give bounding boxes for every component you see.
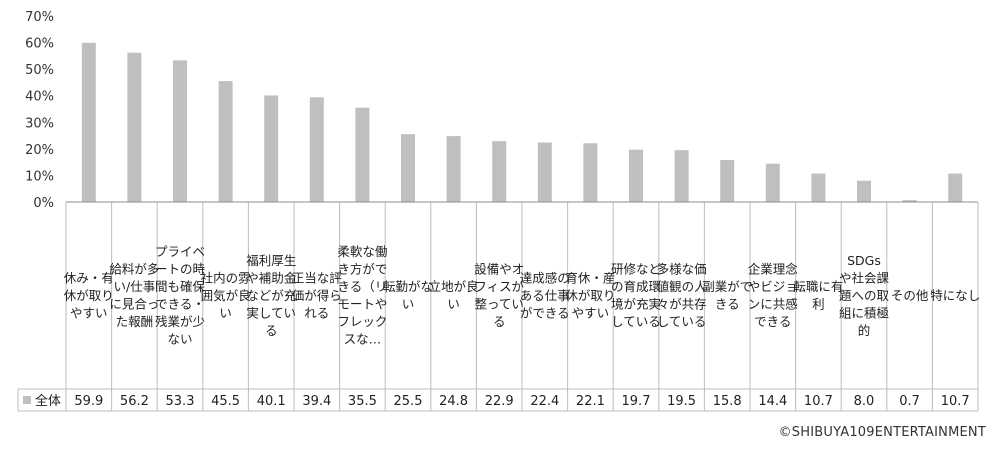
data-label: 10.7 <box>804 394 833 409</box>
data-label: 8.0 <box>854 394 875 409</box>
bar <box>857 180 871 202</box>
bar <box>720 160 735 202</box>
data-label: 15.8 <box>713 394 742 409</box>
data-label: 10.7 <box>941 394 970 409</box>
data-label: 24.8 <box>439 394 468 409</box>
y-tick-label: 50% <box>25 63 54 78</box>
data-label: 19.7 <box>622 394 651 409</box>
y-tick-label: 0% <box>33 196 54 211</box>
category-label: その他 <box>891 288 929 303</box>
data-label: 25.5 <box>394 394 423 409</box>
data-label: 35.5 <box>348 394 377 409</box>
bar <box>583 143 598 202</box>
category-label: 企業理念やビジョンに共感できる <box>748 262 799 330</box>
category-label: 多様な価値観の人々が共存している <box>657 262 708 330</box>
bar <box>127 52 142 202</box>
y-tick-label: 60% <box>25 37 54 52</box>
category-label: 休み・有休が取りやすい <box>64 270 114 320</box>
data-label: 0.7 <box>899 394 920 409</box>
category-label: 社内の雰囲気が良い <box>201 270 252 320</box>
y-tick-label: 20% <box>25 143 54 158</box>
bar <box>492 141 507 202</box>
category-label: 転勤がない <box>383 279 433 312</box>
bar <box>674 150 689 202</box>
y-tick-label: 30% <box>25 116 54 131</box>
data-label: 40.1 <box>257 394 286 409</box>
category-label: 正当な評価が得られる <box>292 270 343 320</box>
bar <box>948 173 963 202</box>
category-label: 転職に有利 <box>793 279 843 312</box>
y-tick-label: 40% <box>25 90 54 105</box>
data-label: 22.4 <box>530 394 559 409</box>
data-label: 19.5 <box>667 394 696 409</box>
data-label: 14.4 <box>758 394 787 409</box>
bar <box>173 60 187 203</box>
data-label: 22.9 <box>485 394 514 409</box>
category-label: プライベートの時間も確保できる・残業が少ない <box>155 244 206 347</box>
category-label: 達成感のある仕事ができる <box>520 270 570 320</box>
data-label: 22.1 <box>576 394 605 409</box>
category-label: 立地が良い <box>429 279 479 312</box>
bar <box>218 81 233 202</box>
y-tick-label: 10% <box>25 169 54 184</box>
data-label: 53.3 <box>166 394 195 409</box>
legend-label: 全体 <box>35 393 61 409</box>
bar <box>811 173 826 202</box>
bar <box>629 149 643 202</box>
category-label: 副業ができる <box>702 279 752 312</box>
y-tick-label: 70% <box>25 10 54 25</box>
category-label: 研修などの育成環境が充実している <box>611 262 662 330</box>
data-label: 39.4 <box>302 394 331 409</box>
data-label: 56.2 <box>120 394 149 409</box>
bar <box>309 97 324 202</box>
data-label: 59.9 <box>74 394 103 409</box>
copyright-credit: ©SHIBUYA109ENTERTAINMENT <box>778 425 986 440</box>
category-label: 柔軟な働き方ができる（リモートやフレックスな… <box>337 244 387 347</box>
category-label: 育休・産休が取りやすい <box>565 270 615 320</box>
bar <box>81 42 96 202</box>
category-label: 給料が多い/仕事に見合った報酬 <box>109 262 159 330</box>
bar <box>765 163 780 202</box>
bar <box>537 142 552 202</box>
category-label: SDGs や社会課題への取組に積極的 <box>839 253 890 338</box>
bar <box>401 134 415 202</box>
bar <box>902 200 917 202</box>
category-label: 福利厚生や補助金などが充実している <box>246 253 297 338</box>
category-label: 特になし <box>930 288 980 303</box>
bar <box>446 136 461 202</box>
category-label: 設備やオフィスが整っている <box>474 262 524 330</box>
legend-swatch <box>23 396 31 404</box>
bar <box>264 95 279 202</box>
data-label: 45.5 <box>211 394 240 409</box>
bar <box>355 107 370 202</box>
